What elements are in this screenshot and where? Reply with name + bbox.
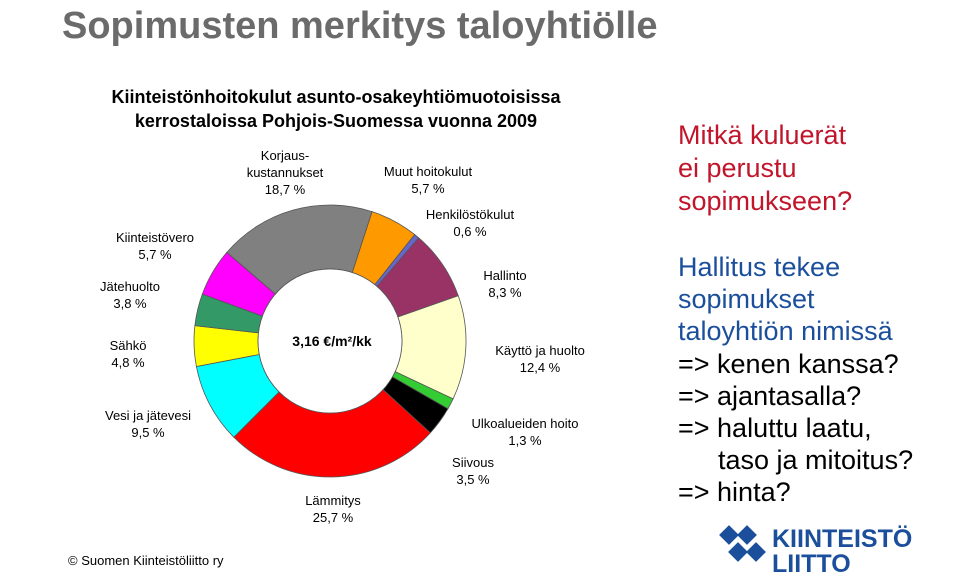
slice-label: Ulkoalueiden hoito [472, 416, 579, 431]
slice-label: Jätehuolto [100, 279, 160, 294]
value-label: 18,7 % [265, 182, 306, 197]
value-label: 9,5 % [131, 425, 165, 440]
slice-label: Henkilöstökulut [426, 207, 515, 222]
slice-label: Korjaus-kustannukset [247, 148, 324, 180]
value-label: 8,3 % [488, 285, 522, 300]
logo-text: LIITTO [772, 550, 851, 576]
value-label: 3,5 % [456, 472, 490, 487]
value-label: 3,8 % [113, 296, 147, 311]
slice-label: Hallinto [483, 268, 526, 283]
sub-question: => ajantasalla? [678, 381, 861, 411]
sub-question: => haluttu laatu, [678, 413, 872, 443]
slice-label: Kiinteistövero [116, 230, 194, 245]
sub-question: => kenen kanssa? [678, 349, 899, 379]
slide-title: Sopimusten merkitys taloyhtiölle [62, 5, 657, 47]
logo-mark [719, 525, 766, 562]
donut-hole [257, 268, 403, 414]
value-label: 1,3 % [508, 433, 542, 448]
value-label: 5,7 % [138, 247, 172, 262]
footer: © Suomen Kiinteistöliitto ry [68, 553, 224, 568]
slice-label: Käyttö ja huolto [495, 343, 585, 358]
value-label: 5,7 % [411, 181, 445, 196]
slice-label: Siivous [452, 455, 494, 470]
sub-question: taso ja mitoitus? [718, 445, 913, 475]
sub-question: => hinta? [678, 477, 791, 507]
center-label: 3,16 €/m²/kk [292, 333, 372, 349]
chart-title: Kiinteistönhoitokulut asunto-osakeyhtiöm… [111, 87, 561, 131]
slice-label: Lämmitys [305, 493, 361, 508]
statement-line: sopimukset [678, 284, 815, 314]
value-label: 4,8 % [111, 355, 145, 370]
statement-line: Hallitus tekee [678, 252, 840, 282]
slice-label: Muut hoitokulut [384, 164, 473, 179]
value-label: 25,7 % [313, 510, 354, 525]
logo-text: KIINTEISTÖ [772, 524, 912, 553]
statement-line: taloyhtiön nimissä [678, 316, 894, 346]
value-label: 0,6 % [453, 224, 487, 239]
slice-label: Sähkö [110, 338, 147, 353]
question-line: Mitkä kuluerät [678, 120, 847, 150]
question-line: sopimukseen? [678, 186, 852, 216]
question-line: ei perustu [678, 153, 797, 183]
slice-label: Vesi ja jätevesi [105, 408, 191, 423]
value-label: 12,4 % [520, 360, 561, 375]
